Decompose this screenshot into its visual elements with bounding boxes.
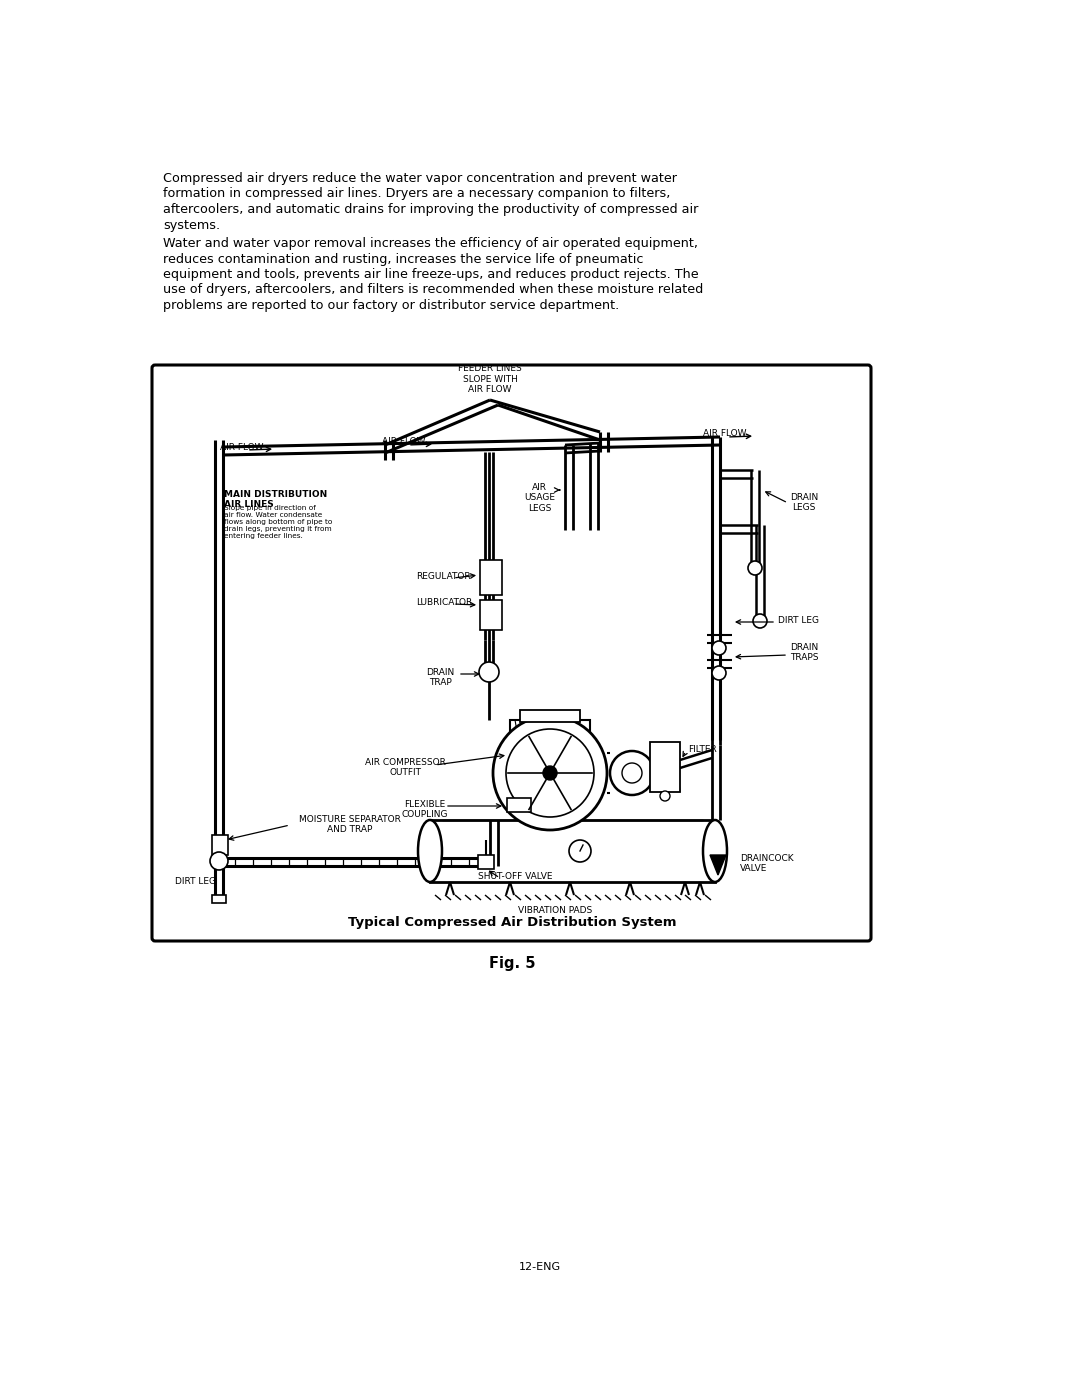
Text: DRAIN
TRAPS: DRAIN TRAPS — [789, 643, 819, 662]
Circle shape — [492, 717, 607, 830]
Text: AIR COMPRESSOR
OUTFIT: AIR COMPRESSOR OUTFIT — [365, 759, 445, 777]
Text: MOISTURE SEPARATOR
AND TRAP: MOISTURE SEPARATOR AND TRAP — [299, 814, 401, 834]
Bar — [430, 820, 715, 882]
Text: AIR FLOW: AIR FLOW — [220, 443, 264, 453]
Text: REGULATOR: REGULATOR — [416, 571, 471, 581]
Bar — [480, 599, 502, 630]
Text: systems.: systems. — [163, 218, 220, 232]
Circle shape — [753, 615, 767, 629]
Text: Water and water vapor removal increases the efficiency of air operated equipment: Water and water vapor removal increases … — [163, 237, 698, 250]
Text: Compressed air dryers reduce the water vapor concentration and prevent water: Compressed air dryers reduce the water v… — [163, 172, 677, 184]
Text: 12-ENG: 12-ENG — [518, 1261, 562, 1273]
Text: reduces contamination and rusting, increases the service life of pneumatic: reduces contamination and rusting, incre… — [163, 253, 644, 265]
Text: AIR
USAGE
LEGS: AIR USAGE LEGS — [524, 483, 555, 513]
Bar — [212, 895, 226, 902]
Polygon shape — [710, 855, 726, 875]
Text: equipment and tools, prevents air line freeze-ups, and reduces product rejects. : equipment and tools, prevents air line f… — [163, 268, 699, 281]
Ellipse shape — [418, 820, 442, 882]
Text: AIR FLOW: AIR FLOW — [382, 437, 426, 446]
Circle shape — [569, 840, 591, 862]
Circle shape — [660, 791, 670, 800]
Text: use of dryers, aftercoolers, and filters is recommended when these moisture rela: use of dryers, aftercoolers, and filters… — [163, 284, 703, 296]
Circle shape — [622, 763, 642, 782]
Text: DRAIN
TRAP: DRAIN TRAP — [426, 668, 454, 687]
Text: Typical Compressed Air Distribution System: Typical Compressed Air Distribution Syst… — [348, 916, 676, 929]
Bar — [650, 742, 680, 792]
Text: MAIN DISTRIBUTION
AIR LINES: MAIN DISTRIBUTION AIR LINES — [224, 490, 327, 510]
Circle shape — [543, 766, 557, 780]
Text: VIBRATION PADS: VIBRATION PADS — [518, 907, 592, 915]
Bar — [510, 719, 590, 766]
Text: FEEDER LINES
SLOPE WITH
AIR FLOW: FEEDER LINES SLOPE WITH AIR FLOW — [458, 365, 522, 394]
Bar — [480, 560, 502, 595]
Text: FLEXIBLE
COUPLING: FLEXIBLE COUPLING — [402, 800, 448, 820]
Text: problems are reported to our factory or distributor service department.: problems are reported to our factory or … — [163, 299, 619, 312]
Text: DRAIN
LEGS: DRAIN LEGS — [789, 493, 819, 513]
Text: Slope pipe in direction of
air flow. Water condensate
flows along bottom of pipe: Slope pipe in direction of air flow. Wat… — [224, 504, 333, 539]
Bar — [507, 798, 531, 812]
Text: aftercoolers, and automatic drains for improving the productivity of compressed : aftercoolers, and automatic drains for i… — [163, 203, 699, 217]
Circle shape — [210, 852, 228, 870]
Text: formation in compressed air lines. Dryers are a necessary companion to filters,: formation in compressed air lines. Dryer… — [163, 187, 671, 201]
Text: DRAINCOCK
VALVE: DRAINCOCK VALVE — [740, 854, 794, 873]
Circle shape — [712, 641, 726, 655]
Text: AIR FLOW: AIR FLOW — [703, 429, 746, 439]
Text: LUBRICATOR: LUBRICATOR — [416, 598, 472, 608]
FancyBboxPatch shape — [152, 365, 870, 942]
Text: FILTER: FILTER — [688, 745, 717, 754]
Bar — [478, 855, 494, 869]
Circle shape — [507, 729, 594, 817]
Circle shape — [610, 752, 654, 795]
Text: DIRT LEG: DIRT LEG — [778, 616, 819, 624]
Bar — [212, 835, 228, 855]
Circle shape — [480, 662, 499, 682]
Bar — [519, 710, 580, 722]
Text: DIRT LEG: DIRT LEG — [175, 877, 216, 886]
Text: Fig. 5: Fig. 5 — [489, 956, 536, 971]
Text: SHUT-OFF VALVE: SHUT-OFF VALVE — [477, 872, 552, 882]
Circle shape — [712, 666, 726, 680]
Ellipse shape — [703, 820, 727, 882]
Circle shape — [748, 562, 762, 576]
